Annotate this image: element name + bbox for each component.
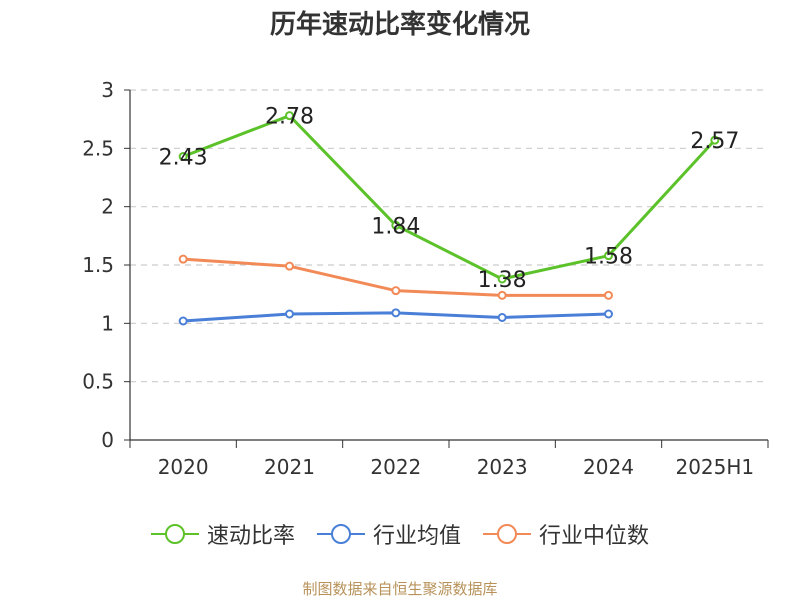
y-tick-label: 3 (101, 78, 114, 102)
x-tick-label: 2022 (370, 455, 421, 479)
data-source-note: 制图数据来自恒生聚源数据库 (302, 580, 498, 598)
x-tick-label: 2020 (158, 455, 209, 479)
legend-line-icon (483, 524, 531, 544)
data-point (391, 308, 401, 318)
data-point (391, 220, 401, 230)
data-point (497, 274, 507, 284)
y-tick-label: 1 (101, 311, 114, 335)
legend-item[interactable]: 速动比率 (150, 518, 295, 550)
data-point (178, 152, 188, 161)
data-point (497, 313, 507, 322)
x-tick-label: 2021 (264, 455, 315, 479)
data-point (285, 309, 294, 319)
legend-line-icon (316, 524, 365, 544)
legend-item[interactable]: 行业均值 (316, 518, 461, 550)
data-point (178, 254, 188, 264)
data-point (604, 290, 613, 300)
data-label: 2.78 (265, 105, 314, 130)
legend-line-icon (150, 524, 199, 544)
data-label: 2.57 (690, 129, 739, 154)
x-tick-label: 2025H1 (675, 455, 754, 479)
data-point (604, 309, 613, 319)
y-tick-label: 0 (101, 428, 114, 452)
y-tick-label: 2.5 (82, 136, 114, 160)
y-tick-label: 1.5 (82, 253, 114, 277)
legend-item[interactable]: 行业中位数 (483, 518, 649, 550)
data-label: 1.58 (584, 245, 633, 270)
data-label: 1.84 (371, 214, 420, 239)
data-point (710, 135, 720, 145)
data-point (391, 286, 401, 296)
y-tick-label: 0.5 (82, 370, 114, 394)
data-point (285, 111, 294, 121)
y-tick-label: 2 (101, 195, 114, 219)
legend-label: 速动比率 (206, 524, 295, 549)
series-line (182, 114, 716, 281)
legend-label: 行业均值 (372, 524, 461, 549)
data-point (497, 290, 507, 300)
data-label: 1.38 (478, 268, 527, 293)
data-point (604, 251, 613, 261)
x-tick-label: 2023 (477, 455, 528, 479)
x-tick-label: 2024 (583, 455, 634, 479)
data-point (178, 316, 188, 326)
legend: 速动比率 行业均值 行业中位数 (0, 518, 800, 550)
data-label: 2.43 (159, 146, 208, 171)
chart-title: 历年速动比率变化情况 (269, 10, 530, 40)
legend-label: 行业中位数 (539, 524, 650, 549)
data-point (285, 261, 294, 271)
